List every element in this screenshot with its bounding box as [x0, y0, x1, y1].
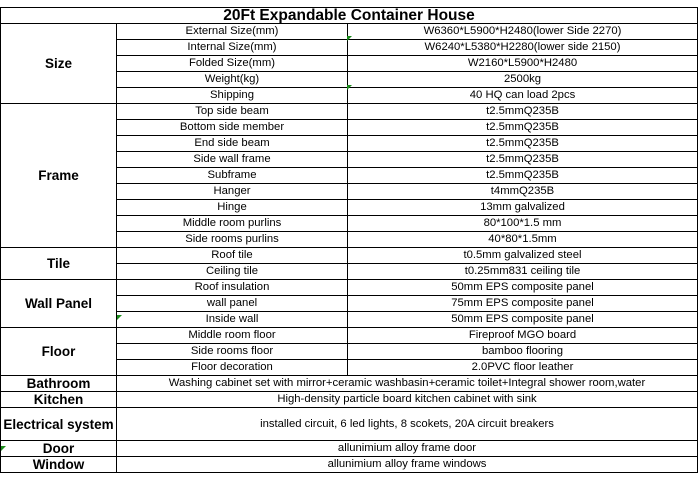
spec-row: Floor Middle room floor Fireproof MGO boar… — [0, 327, 698, 376]
category-wall-panel: Wall Panel — [0, 279, 117, 328]
spec-label: Side wall frame — [116, 151, 348, 168]
spec-value: t2.5mmQ235B — [347, 103, 698, 120]
spec-value: t2.5mmQ235B — [347, 151, 698, 168]
spec-row: Frame Top side beam t2.5mmQ235B — [0, 103, 698, 248]
spec-row: Tile Roof tile t0.5mm galvalized steel — [0, 247, 698, 280]
category-bathroom: Bathroom — [0, 375, 117, 392]
spec-value: t2.5mmQ235B — [347, 135, 698, 152]
spec-row: Door allunimium alloy frame door — [0, 440, 698, 457]
spec-row: Hinge 13mm galvalized — [1, 199, 698, 216]
category-kitchen: Kitchen — [0, 391, 117, 408]
category-frame: Frame — [0, 103, 117, 248]
category-window: Window — [0, 456, 117, 473]
spec-label: Side rooms purlins — [116, 231, 348, 248]
spec-value: t2.5mmQ235B — [347, 119, 698, 136]
spec-row: Subframe t2.5mmQ235B — [1, 167, 698, 184]
spec-row: Floor decoration 2.0PVC floor leather — [1, 359, 698, 376]
spec-label: wall panel — [116, 295, 348, 312]
spec-value: t0.5mm galvalized steel — [347, 247, 698, 264]
category-tile: Tile — [0, 247, 117, 280]
cell-marker — [347, 36, 352, 41]
spec-label: External Size(mm) — [116, 23, 348, 40]
spec-table: 20Ft Expandable Container House Size Exte… — [0, 7, 698, 473]
spec-value: W2160*L5900*H2480 — [347, 55, 698, 72]
category-electrical-system: Electrical system — [0, 407, 117, 441]
spec-value: 40 HQ can load 2pcs — [347, 87, 698, 104]
cell-marker — [1, 446, 6, 451]
spec-label: Internal Size(mm) — [116, 39, 348, 56]
title-row: 20Ft Expandable Container House — [0, 7, 698, 24]
cell-marker — [347, 85, 352, 90]
spec-label: Folded Size(mm) — [116, 55, 348, 72]
spec-label: Side rooms floor — [116, 343, 348, 360]
spec-value: t2.5mmQ235B — [347, 167, 698, 184]
spec-value: Fireproof MGO board — [347, 327, 698, 344]
spec-value: W6360*L5900*H2480(lower Side 2270) — [347, 23, 698, 40]
spec-value: allunimium alloy frame door — [116, 440, 698, 457]
spec-value: 80*100*1.5 mm — [347, 215, 698, 232]
spec-row: Bottom side member t2.5mmQ235B — [1, 119, 698, 136]
spec-value: 40*80*1.5mm — [347, 231, 698, 248]
spec-label: Middle room floor — [116, 327, 348, 344]
spec-row: Electrical system installed circuit, 6 le… — [0, 407, 698, 441]
spec-value: bamboo flooring — [347, 343, 698, 360]
spec-label: Roof tile — [116, 247, 348, 264]
spec-row: Window allunimium alloy frame windows — [0, 456, 698, 473]
spec-value: 13mm galvalized — [347, 199, 698, 216]
spec-label: Middle room purlins — [116, 215, 348, 232]
spec-value: 50mm EPS composite panel — [347, 311, 698, 328]
spec-value: High-density particle board kitchen cabi… — [116, 391, 698, 408]
spec-label: Shipping — [116, 87, 348, 104]
category-door: Door — [0, 440, 117, 457]
spec-label: Hanger — [116, 183, 348, 200]
spec-row: Size External Size(mm) W6360*L5900*H2480(l… — [0, 23, 698, 104]
spec-value: t0.25mm831 ceiling tile — [347, 263, 698, 280]
spec-label: Top side beam — [116, 103, 348, 120]
spec-row: Wall Panel Roof insulation 50mm EPS compos… — [0, 279, 698, 328]
spec-row: Internal Size(mm) W6240*L5380*H2280(lower… — [1, 39, 698, 56]
spec-row: Shipping 40 HQ can load 2pcs — [1, 87, 698, 104]
spec-label: Weight(kg) — [116, 71, 348, 88]
cell-marker — [117, 315, 122, 320]
category-size: Size — [0, 23, 117, 104]
spec-value: W6240*L5380*H2280(lower side 2150) — [347, 39, 698, 56]
spec-label: Roof insulation — [116, 279, 348, 296]
spec-row: Bathroom Washing cabinet set with mirror+… — [0, 375, 698, 392]
spec-value: 2500kg — [347, 71, 698, 88]
table-title: 20Ft Expandable Container House — [0, 7, 698, 24]
category-floor: Floor — [0, 327, 117, 376]
spec-row: Kitchen High-density particle board kitch… — [0, 391, 698, 408]
spec-value: 2.0PVC floor leather — [347, 359, 698, 376]
spec-label: Floor decoration — [116, 359, 348, 376]
spec-label: Subframe — [116, 167, 348, 184]
spec-row: End side beam t2.5mmQ235B — [1, 135, 698, 152]
spec-value: 50mm EPS composite panel — [347, 279, 698, 296]
spec-value: Washing cabinet set with mirror+ceramic … — [116, 375, 698, 392]
spec-value: 75mm EPS composite panel — [347, 295, 698, 312]
spec-label: End side beam — [116, 135, 348, 152]
spec-label: Ceiling tile — [116, 263, 348, 280]
spec-value: installed circuit, 6 led lights, 8 scoke… — [116, 407, 698, 441]
spec-label: Inside wall — [116, 311, 348, 328]
spec-label: Bottom side member — [116, 119, 348, 136]
spec-label: Hinge — [116, 199, 348, 216]
spec-value: allunimium alloy frame windows — [116, 456, 698, 473]
spec-value: t4mmQ235B — [347, 183, 698, 200]
